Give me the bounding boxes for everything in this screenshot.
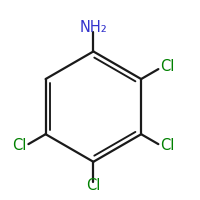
Text: Cl: Cl [12,138,26,153]
Text: Cl: Cl [161,59,175,74]
Text: Cl: Cl [86,178,101,193]
Text: Cl: Cl [161,138,175,153]
Text: NH₂: NH₂ [80,20,107,35]
